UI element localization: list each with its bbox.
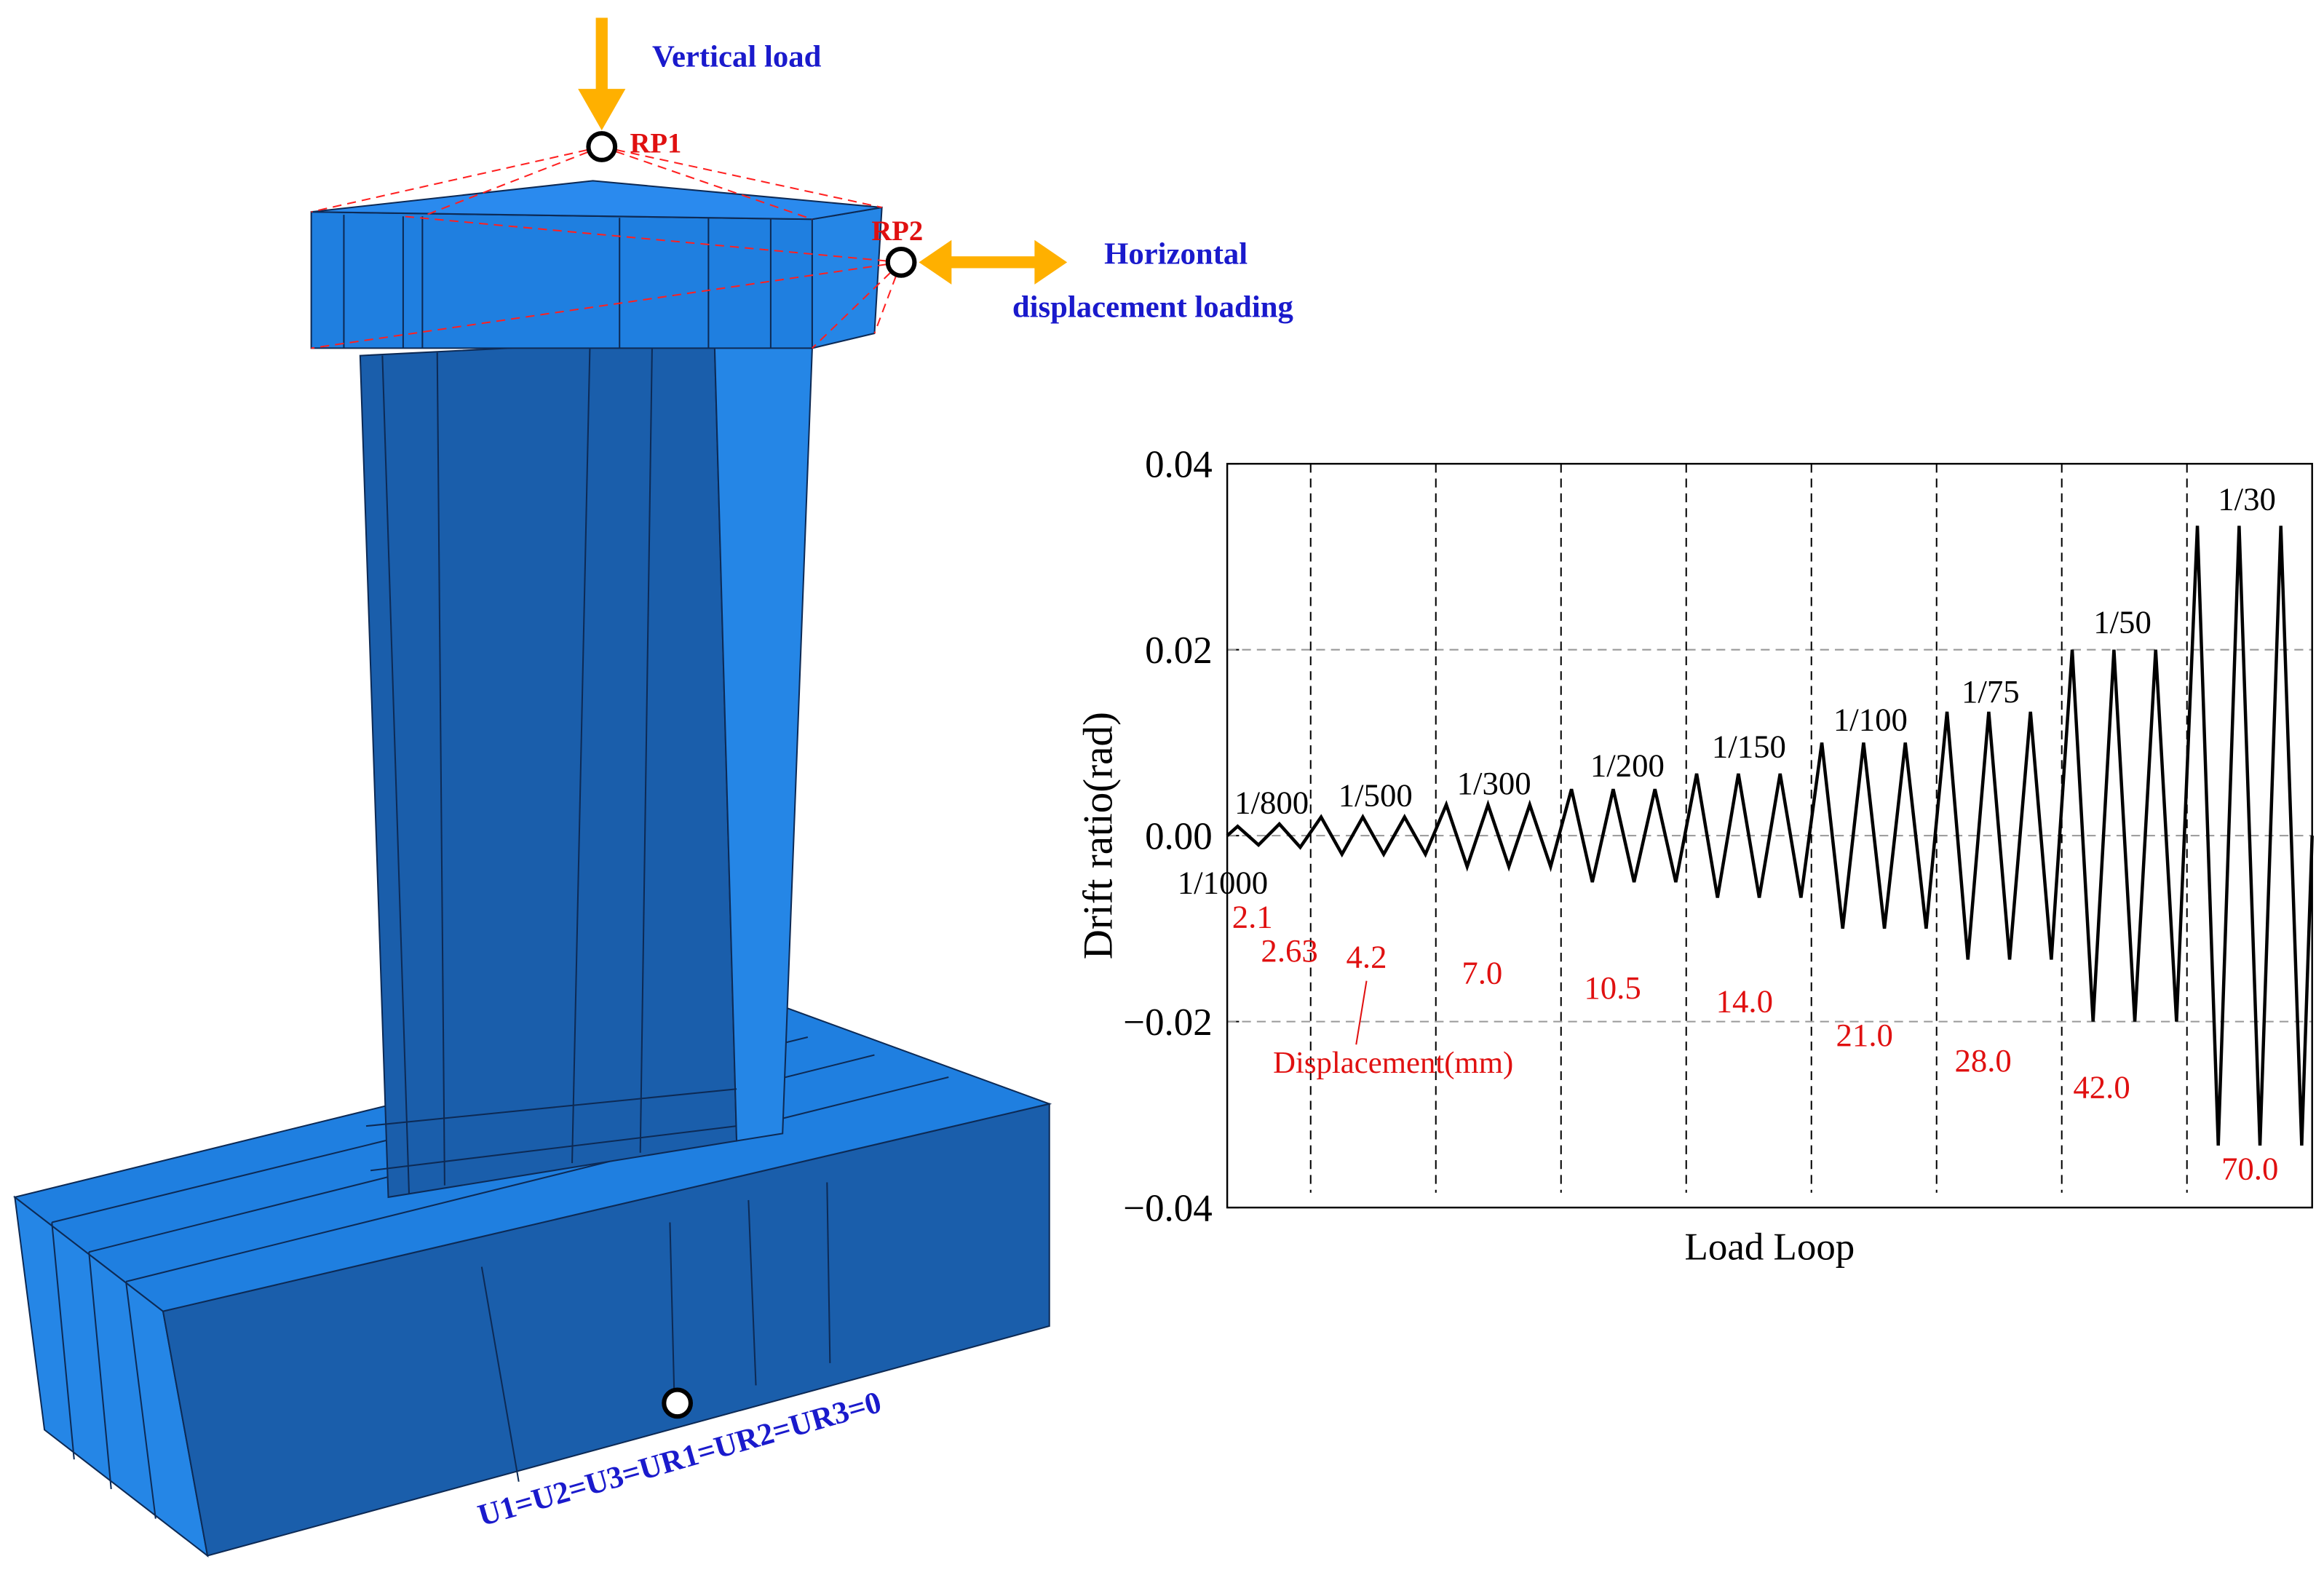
rp2-label: RP2 [871, 216, 923, 247]
displacement-title: Displacement(mm) [1273, 1046, 1513, 1080]
displacement-label: 4.2 [1347, 938, 1387, 975]
fixed-point [662, 1387, 693, 1419]
leader-line [1355, 980, 1368, 1045]
displacement-label: 2.1 [1232, 898, 1273, 935]
displacement-label: 10.5 [1584, 969, 1641, 1006]
level-label: 1/800 [1234, 785, 1309, 821]
horizontal-label: displacement loading [1012, 290, 1293, 325]
drift-line [1226, 525, 2314, 1146]
displacement-label: 28.0 [1954, 1042, 2011, 1079]
level-label: 1/300 [1457, 765, 1531, 801]
vertical-load-label: Vertical load [652, 40, 822, 74]
y-tick-label: 0.02 [1145, 630, 1213, 672]
displacement-label: 14.0 [1716, 983, 1773, 1019]
y-axis-label: Drift ratio(rad) [1075, 712, 1121, 959]
x-axis-label: Load Loop [1685, 1226, 1855, 1268]
displacement-label: 7.0 [1462, 955, 1502, 991]
displacement-label: 70.0 [2221, 1150, 2278, 1186]
level-label: 1/200 [1590, 747, 1665, 784]
plot: −0.04 −0.02 0.00 0.02 0.04 1/1000 1/800 1/500 1/… [1123, 444, 2314, 1229]
level-label: 1/150 [1712, 728, 1786, 764]
y-tick-label: 0.04 [1145, 444, 1213, 486]
rp1-point [586, 131, 618, 162]
fe-model [13, 180, 1052, 1558]
y-tick-label: −0.04 [1123, 1187, 1212, 1229]
level-label: 1/1000 [1178, 865, 1268, 901]
displacement-label: 42.0 [2073, 1068, 2130, 1105]
load-arrows [578, 17, 1068, 285]
level-label: 1/30 [2218, 480, 2276, 517]
y-tick-label: 0.00 [1145, 815, 1213, 857]
coupling-lines [311, 146, 903, 349]
y-tick-label: −0.02 [1123, 1001, 1212, 1044]
level-label: 1/75 [1962, 673, 2020, 710]
level-label: 1/50 [2093, 603, 2152, 640]
level-label: 1/100 [1833, 702, 1908, 738]
displacement-label: 2.63 [1261, 932, 1317, 969]
displacement-label: 21.0 [1836, 1017, 1893, 1053]
rp1-label: RP1 [630, 129, 681, 159]
rp2-point [885, 246, 917, 278]
horizontal-label: Horizontal [1104, 237, 1248, 271]
level-label: 1/500 [1339, 777, 1413, 813]
